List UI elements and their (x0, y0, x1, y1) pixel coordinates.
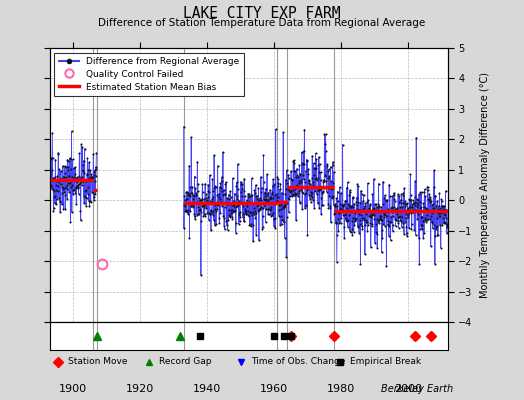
Text: 1920: 1920 (126, 384, 154, 394)
Text: Record Gap: Record Gap (159, 357, 212, 366)
Text: 1940: 1940 (193, 384, 221, 394)
Legend: Difference from Regional Average, Quality Control Failed, Estimated Station Mean: Difference from Regional Average, Qualit… (54, 52, 244, 96)
Text: Station Move: Station Move (68, 357, 127, 366)
Text: LAKE CITY EXP FARM: LAKE CITY EXP FARM (183, 6, 341, 21)
Text: Empirical Break: Empirical Break (351, 357, 422, 366)
Text: Berkeley Earth: Berkeley Earth (381, 384, 453, 394)
Text: Difference of Station Temperature Data from Regional Average: Difference of Station Temperature Data f… (99, 18, 425, 28)
Y-axis label: Monthly Temperature Anomaly Difference (°C): Monthly Temperature Anomaly Difference (… (480, 72, 490, 298)
Text: Time of Obs. Change: Time of Obs. Change (251, 357, 345, 366)
Text: 1960: 1960 (260, 384, 288, 394)
Text: 1980: 1980 (327, 384, 355, 394)
Text: 2000: 2000 (394, 384, 422, 394)
Text: 1900: 1900 (59, 384, 88, 394)
